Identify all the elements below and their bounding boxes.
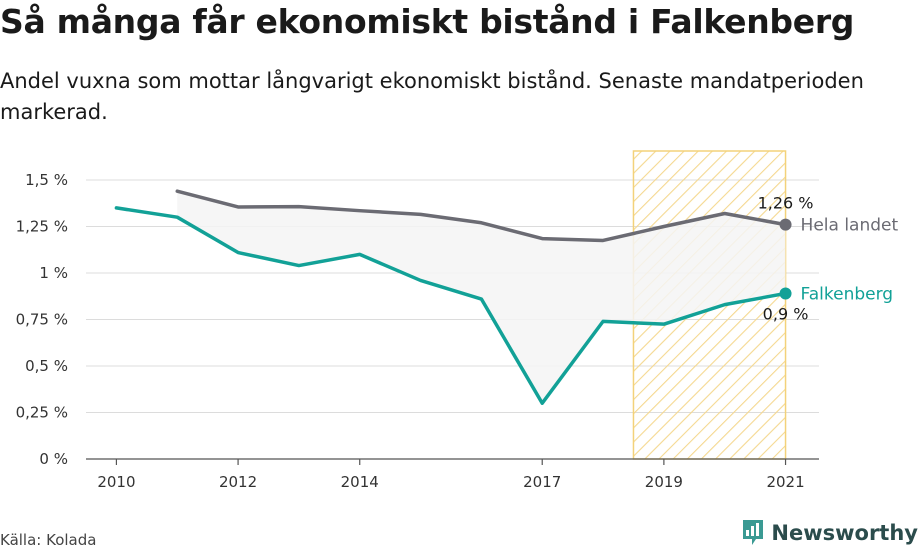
series-end-point-hela_landet <box>779 218 792 231</box>
axes: 0 % 0,25 % 0,5 % 0,75 % 1 % 1,25 % 1,5 % 2010 20… <box>16 171 819 491</box>
data-label-falkenberg: 0,9 % <box>763 304 809 323</box>
series-line-falkenberg <box>114 206 788 405</box>
legend-label-falkenberg: Falkenberg <box>801 284 894 304</box>
y-tick-label: 0,25 % <box>16 404 68 422</box>
legend-label-hela_landet: Hela landet <box>801 216 899 236</box>
series-end-point-falkenberg <box>779 287 792 300</box>
x-tick-label: 2021 <box>766 473 804 491</box>
x-tick-label: 2019 <box>645 473 683 491</box>
newsworthy-logo-icon <box>743 520 764 545</box>
y-tick-label: 1,25 % <box>16 218 68 236</box>
chart-subtitle: Andel vuxna som mottar långvarigt ekonom… <box>0 69 864 124</box>
x-tick-label: 2014 <box>341 473 379 491</box>
x-tick-label: 2017 <box>523 473 561 491</box>
data-label-hela_landet: 1,26 % <box>758 194 814 213</box>
area-between-series <box>177 191 786 404</box>
series-line-hela_landet <box>175 189 788 243</box>
x-tick-label: 2010 <box>97 473 135 491</box>
brand-logo[interactable]: Newsworthy <box>741 518 918 548</box>
difference-area <box>177 191 786 404</box>
y-tick-label: 0 % <box>39 450 68 468</box>
source-note: Källa: Kolada <box>0 531 97 549</box>
y-tick-label: 1,5 % <box>25 171 68 189</box>
y-tick-label: 1 % <box>39 264 68 282</box>
brand-name: Newsworthy <box>771 521 918 545</box>
y-tick-label: 0,75 % <box>16 311 68 329</box>
page-title: Så många får ekonomiskt bistånd i Falken… <box>0 2 855 41</box>
x-tick-label: 2012 <box>219 473 257 491</box>
series <box>114 189 792 405</box>
y-tick-label: 0,5 % <box>25 357 68 375</box>
